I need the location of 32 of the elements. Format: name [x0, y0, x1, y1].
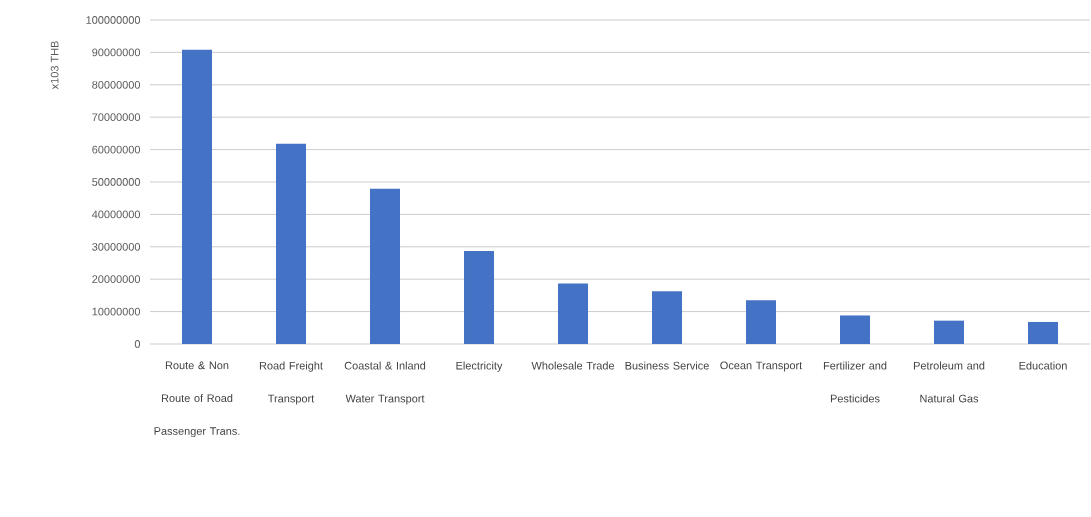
category-label: Coastal & Inland Water Transport [344, 361, 426, 405]
y-tick-label: 50000000 [92, 178, 141, 186]
bar [464, 251, 495, 344]
bar [1028, 321, 1059, 344]
bar [746, 300, 777, 344]
y-tick-label: 90000000 [92, 48, 141, 57]
x-tick-label: Education [1019, 361, 1067, 370]
x-tick-label: Wholesale Trade [531, 361, 615, 370]
y-tick-label: 0 [134, 340, 141, 348]
bar [934, 320, 965, 344]
bar [652, 291, 683, 344]
bar [276, 143, 307, 344]
y-tick-label: 60000000 [92, 145, 141, 154]
bar [370, 188, 401, 344]
category-label: Fertilizer and Pesticides [823, 361, 887, 403]
y-axis-title: x103 THB [50, 41, 59, 90]
x-tick-label: Ocean Transport [720, 361, 803, 372]
y-tick-label: 100000000 [86, 16, 141, 24]
y-tick-label: 30000000 [92, 242, 141, 251]
x-tick-label: Electricity [456, 361, 503, 372]
category-label: Petroleum and Natural Gas [913, 361, 985, 403]
category-label: Route & Non Route of Road Passenger Trans. [154, 361, 240, 438]
y-tick-label: 40000000 [91, 210, 141, 219]
bar [840, 315, 871, 344]
category-label: Road Freight Transport [259, 361, 323, 405]
bar [182, 49, 213, 344]
y-tick-label: 80000000 [92, 80, 141, 89]
y-tick-label: 20000000 [92, 275, 141, 284]
y-tick-label: 10000000 [92, 307, 141, 316]
y-tick-label: 70000000 [92, 113, 141, 122]
x-tick-label: Business Service [625, 361, 709, 370]
bar [558, 283, 589, 344]
